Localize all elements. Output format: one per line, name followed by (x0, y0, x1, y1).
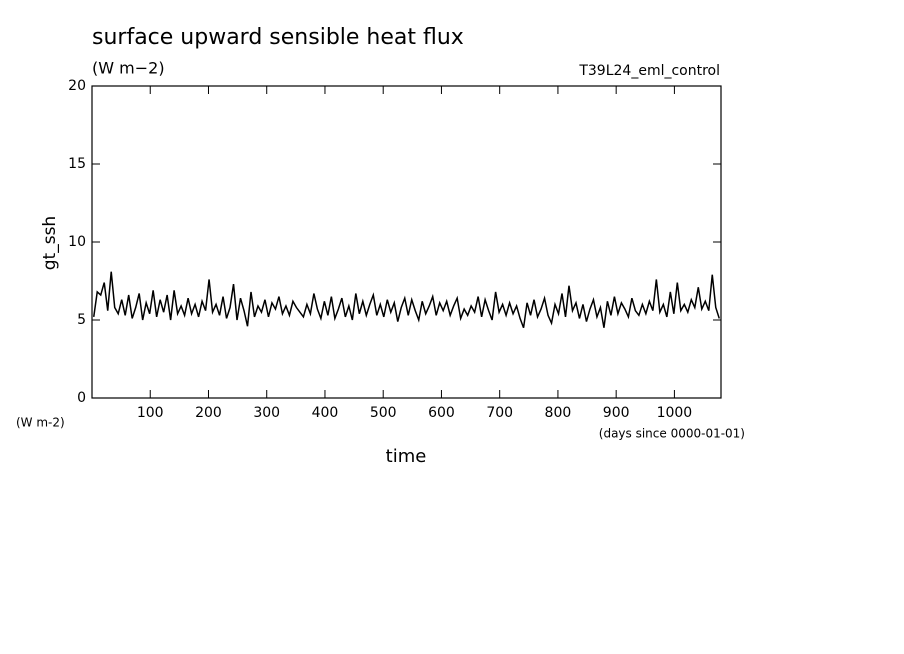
y-tick-label: 5 (77, 312, 86, 328)
chart-title: surface upward sensible heat flux (92, 25, 464, 50)
y-tick-label: 0 (77, 390, 86, 406)
y-tick-label: 10 (68, 234, 86, 250)
x-tick-label: 600 (428, 405, 455, 421)
annotation: T39L24_eml_control (578, 63, 720, 79)
x-axis-label: time (386, 446, 427, 467)
x-tick-label: 900 (603, 405, 630, 421)
x-units: (days since 0000-01-01) (599, 427, 745, 441)
y-tick-label: 15 (68, 156, 86, 172)
x-tick-label: 1000 (657, 405, 693, 421)
x-tick-label: 300 (253, 405, 280, 421)
data-line (93, 271, 720, 329)
x-tick-label: 700 (486, 405, 513, 421)
x-tick-label: 100 (137, 405, 164, 421)
y-units: (W m-2) (16, 416, 65, 430)
subtitle: (W m−2) (92, 59, 165, 78)
y-tick-label: 20 (68, 78, 86, 94)
y-axis-label: gt_ssh (40, 216, 60, 270)
plot-frame (91, 85, 722, 399)
x-tick-label: 500 (370, 405, 397, 421)
x-tick-label: 400 (312, 405, 339, 421)
x-tick-label: 800 (545, 405, 572, 421)
x-tick-label: 200 (195, 405, 222, 421)
